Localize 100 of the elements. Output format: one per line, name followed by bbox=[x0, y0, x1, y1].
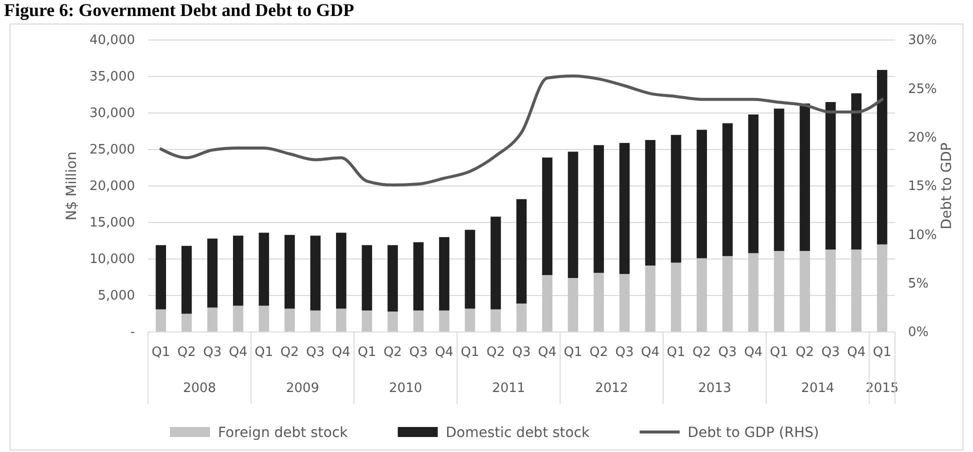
x-tick-label: Q1 bbox=[254, 345, 274, 360]
x-tick-label: Q3 bbox=[615, 345, 634, 360]
bar bbox=[181, 314, 192, 332]
bar bbox=[284, 234, 295, 309]
bar bbox=[748, 114, 758, 254]
x-tick-label: Q4 bbox=[538, 345, 557, 360]
bar bbox=[284, 308, 295, 332]
x-tick-label: Q4 bbox=[641, 345, 660, 360]
x-tick-label: Q1 bbox=[770, 345, 788, 360]
x-tick-label: Q2 bbox=[280, 345, 299, 360]
bar bbox=[258, 306, 270, 332]
bar bbox=[490, 216, 501, 310]
bar bbox=[594, 145, 604, 273]
x-tick-label: Q2 bbox=[692, 345, 712, 360]
bar bbox=[156, 245, 166, 310]
bar bbox=[258, 232, 270, 306]
bar bbox=[439, 237, 450, 310]
x-tick-label: Q1 bbox=[152, 345, 170, 360]
x-tick-label: Q3 bbox=[718, 345, 737, 360]
bar bbox=[336, 232, 346, 309]
bar bbox=[670, 262, 682, 332]
legend-label: Debt to GDP (RHS) bbox=[688, 425, 819, 441]
y-tick-label: 15,000 bbox=[90, 216, 135, 231]
bar bbox=[696, 130, 707, 258]
bar bbox=[336, 308, 346, 332]
line-series bbox=[159, 74, 884, 187]
y-tick-label: 40,000 bbox=[90, 33, 135, 48]
bar bbox=[207, 308, 218, 332]
bar bbox=[670, 134, 682, 263]
y-tick-label: 5,000 bbox=[98, 288, 135, 304]
text: 2010 bbox=[389, 381, 422, 396]
bar bbox=[439, 310, 450, 332]
x-tick-label: Q2 bbox=[177, 345, 196, 360]
bar bbox=[825, 102, 836, 250]
bar bbox=[619, 274, 630, 332]
bar bbox=[696, 258, 707, 332]
bar bbox=[413, 310, 424, 332]
text: 2014 bbox=[801, 381, 834, 396]
y2-axis-title: Debt to GDP bbox=[939, 142, 955, 230]
y-tick-label: - bbox=[130, 325, 136, 340]
x-tick-label: Q3 bbox=[512, 345, 531, 360]
bar bbox=[207, 238, 218, 308]
bar bbox=[362, 245, 372, 310]
bar bbox=[800, 250, 810, 332]
text: 2012 bbox=[595, 381, 628, 396]
bar bbox=[181, 246, 192, 314]
bar bbox=[156, 309, 166, 332]
bar bbox=[568, 278, 578, 332]
bar bbox=[542, 275, 552, 332]
legend-label: Domestic debt stock bbox=[446, 425, 591, 441]
bar bbox=[800, 104, 810, 251]
bar bbox=[388, 312, 398, 332]
y-tick-label: 10,000 bbox=[90, 252, 135, 268]
bar bbox=[233, 306, 244, 332]
bar bbox=[619, 142, 630, 274]
bar bbox=[310, 310, 321, 332]
y2-tick-label: 30% bbox=[908, 33, 937, 48]
bar bbox=[388, 245, 398, 312]
x-tick-label: Q4 bbox=[847, 345, 866, 360]
text: 2008 bbox=[182, 381, 216, 396]
y2-tick-label: 25% bbox=[908, 82, 937, 97]
x-tick-label: Q3 bbox=[409, 345, 428, 360]
y2-tick-label: 20% bbox=[908, 130, 937, 146]
bar bbox=[722, 123, 733, 256]
y2-tick-label: 5% bbox=[908, 276, 929, 292]
bar bbox=[516, 199, 527, 304]
text: 2009 bbox=[286, 381, 320, 396]
x-tick-label: Q1 bbox=[666, 345, 686, 360]
bar bbox=[645, 266, 656, 332]
x-tick-label: Q4 bbox=[332, 345, 350, 360]
bar bbox=[464, 308, 476, 332]
y2-tick-label: 10% bbox=[908, 228, 937, 243]
y-tick-label: 25,000 bbox=[90, 142, 135, 158]
x-tick-label: Q2 bbox=[590, 345, 608, 360]
x-tick-label: Q3 bbox=[821, 345, 840, 360]
bar bbox=[594, 272, 604, 332]
bar bbox=[413, 242, 424, 310]
x-tick-label: Q4 bbox=[228, 345, 248, 360]
bar bbox=[774, 250, 784, 332]
x-tick-label: Q2 bbox=[383, 345, 402, 360]
bar bbox=[310, 236, 321, 310]
x-tick-label: Q1 bbox=[564, 345, 582, 360]
y-tick-label: 35,000 bbox=[90, 70, 135, 85]
chart-title: Figure 6: Government Debt and Debt to GDP bbox=[4, 0, 354, 20]
bar bbox=[464, 230, 476, 309]
y-axis-title: N$ Million bbox=[64, 152, 80, 220]
x-tick-label: Q1 bbox=[460, 345, 480, 360]
x-tick-label: Q1 bbox=[872, 345, 892, 360]
bar bbox=[490, 309, 501, 332]
bar bbox=[722, 256, 733, 332]
x-tick-label: Q3 bbox=[203, 345, 222, 360]
bar bbox=[542, 158, 552, 276]
bar bbox=[876, 70, 888, 244]
bar bbox=[825, 250, 836, 332]
text: 2013 bbox=[698, 381, 732, 396]
bar bbox=[851, 93, 862, 250]
y2-tick-label: 0% bbox=[908, 325, 929, 340]
bar bbox=[851, 250, 862, 332]
bar bbox=[876, 244, 888, 332]
legend-label: Foreign debt stock bbox=[218, 425, 349, 441]
